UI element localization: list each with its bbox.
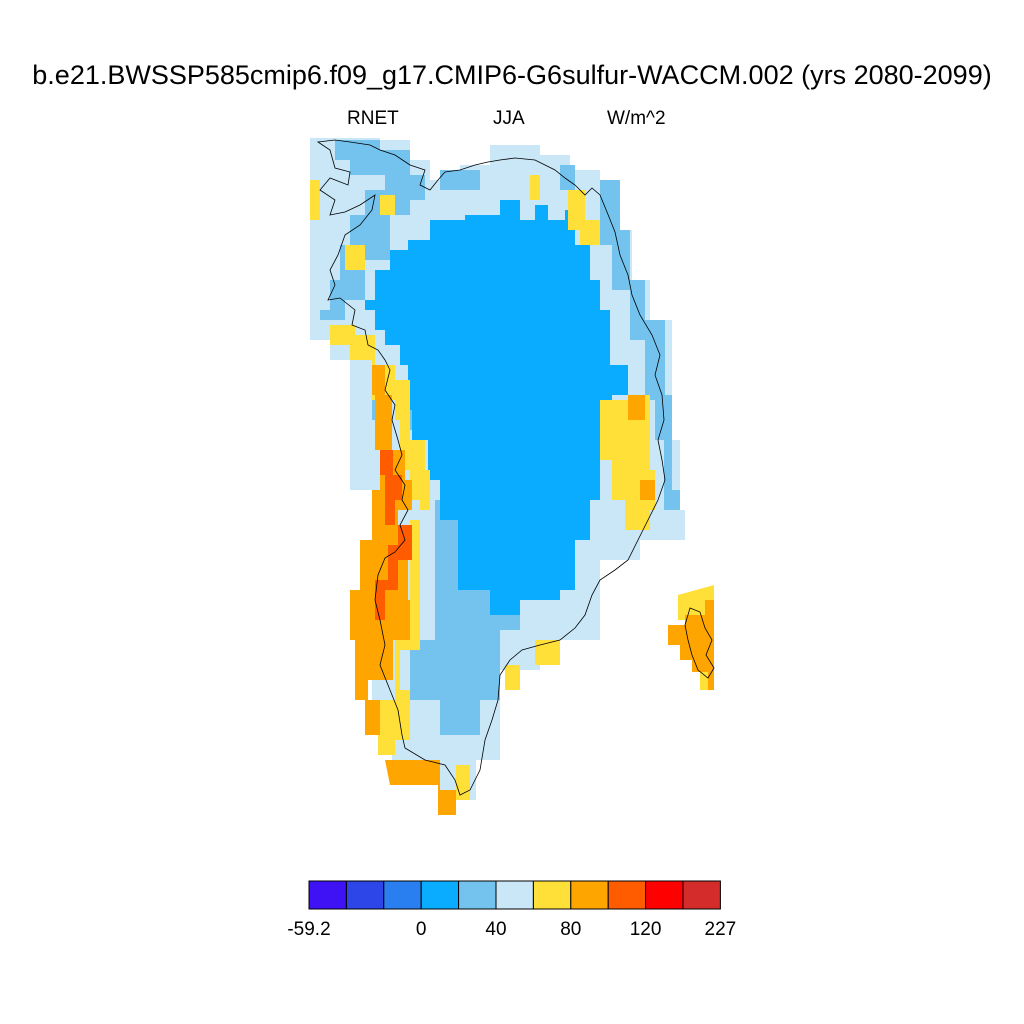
colorbar-swatch xyxy=(308,880,347,910)
colorbar-tick-label: 80 xyxy=(560,919,581,940)
south-tip-warm xyxy=(456,640,560,800)
greenland-map xyxy=(310,138,715,815)
west-coast-warm xyxy=(310,180,430,755)
colorbar-swatch xyxy=(420,880,460,910)
west-coast-orange xyxy=(350,365,456,815)
coastline-greenland xyxy=(316,139,666,796)
colorbar-tick-label: 227 xyxy=(705,919,737,940)
colorbar: -59.2 0 40 80 120 227 xyxy=(287,880,736,940)
colorbar-labels: -59.2 0 40 80 120 227 xyxy=(287,919,736,940)
east-island-orange xyxy=(668,600,714,690)
colorbar-swatch xyxy=(345,880,385,910)
colorbar-tick-label: 120 xyxy=(630,919,662,940)
colorbar-swatch xyxy=(383,880,422,910)
units-label: W/m^2 xyxy=(607,108,666,129)
colorbar-swatch xyxy=(458,880,497,910)
colorbar-boxes xyxy=(308,880,721,910)
colorbar-swatch xyxy=(495,880,534,910)
colorbar-tick-label: 40 xyxy=(485,919,506,940)
colorbar-tick-label: 0 xyxy=(416,919,427,940)
map-title: b.e21.BWSSP585cmip6.f09_g17.CMIP6-G6sulf… xyxy=(32,60,992,90)
colorbar-tick-label: -59.2 xyxy=(287,919,330,940)
colorbar-swatch xyxy=(532,880,572,910)
variable-label: RNET xyxy=(347,108,399,129)
ice-sheet-interior xyxy=(365,200,628,615)
east-coast-orange xyxy=(628,395,655,500)
coastal-band-mid xyxy=(320,140,680,735)
season-label: JJA xyxy=(493,108,525,129)
west-coast-hot xyxy=(375,450,412,620)
colorbar-swatch xyxy=(645,880,684,910)
colorbar-swatch xyxy=(607,880,647,910)
map-cells xyxy=(310,138,714,815)
colorbar-swatch xyxy=(682,880,721,910)
east-coast-warm xyxy=(530,175,655,530)
colorbar-swatch xyxy=(570,880,609,910)
coastline xyxy=(316,139,715,796)
coastline-island xyxy=(684,607,715,679)
